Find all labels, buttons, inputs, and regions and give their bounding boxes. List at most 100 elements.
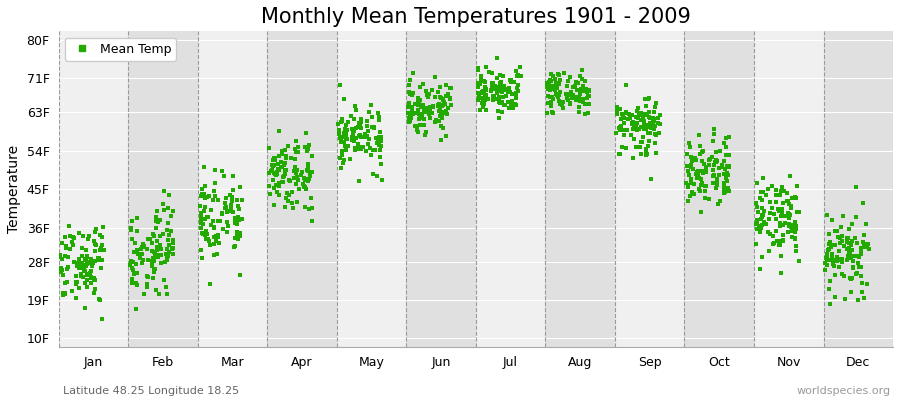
Point	[275, 174, 290, 180]
Point	[471, 83, 485, 90]
Point	[575, 83, 590, 89]
Point	[154, 246, 168, 253]
Point	[280, 190, 294, 196]
Point	[231, 206, 246, 212]
Point	[478, 78, 492, 85]
Point	[147, 266, 161, 272]
Point	[367, 125, 382, 131]
Point	[479, 86, 493, 92]
Point	[404, 115, 419, 122]
Point	[718, 189, 733, 195]
Point	[287, 175, 302, 182]
Point	[634, 150, 648, 157]
Point	[148, 225, 163, 231]
Point	[612, 125, 626, 132]
Point	[374, 134, 388, 141]
Point	[283, 178, 297, 184]
Point	[418, 129, 433, 136]
Point	[194, 254, 209, 261]
Point	[337, 157, 351, 164]
Point	[789, 226, 804, 233]
Point	[403, 118, 418, 124]
Point	[338, 131, 353, 138]
Legend: Mean Temp: Mean Temp	[65, 38, 176, 60]
Point	[842, 274, 857, 281]
Point	[642, 124, 656, 130]
Point	[166, 251, 180, 257]
Point	[228, 220, 242, 227]
Text: worldspecies.org: worldspecies.org	[796, 386, 891, 396]
Point	[772, 208, 787, 214]
Point	[420, 93, 435, 100]
Point	[411, 95, 426, 102]
Bar	[267, 31, 337, 347]
Point	[855, 280, 869, 286]
Point	[504, 79, 518, 85]
Point	[833, 256, 848, 262]
Point	[616, 115, 631, 121]
Point	[436, 97, 450, 103]
Point	[757, 208, 771, 214]
Point	[125, 280, 140, 286]
Point	[772, 192, 787, 198]
Point	[229, 218, 243, 225]
Point	[287, 164, 302, 170]
Point	[55, 267, 69, 273]
Point	[750, 216, 764, 223]
Point	[410, 123, 424, 129]
Point	[682, 193, 697, 199]
Point	[722, 164, 736, 170]
Point	[834, 233, 849, 239]
Point	[756, 211, 770, 218]
Point	[419, 106, 434, 112]
Point	[504, 91, 518, 97]
Point	[474, 74, 489, 81]
Point	[279, 155, 293, 161]
Point	[477, 90, 491, 96]
Point	[274, 151, 289, 157]
Point	[208, 167, 222, 173]
Point	[680, 198, 695, 204]
Point	[642, 108, 656, 115]
Point	[302, 142, 317, 148]
Point	[634, 112, 648, 118]
Point	[577, 88, 591, 94]
Point	[565, 95, 580, 101]
Point	[161, 237, 176, 243]
Point	[818, 260, 832, 266]
Point	[709, 157, 724, 163]
Point	[576, 96, 590, 103]
Point	[749, 200, 763, 207]
Point	[210, 251, 224, 257]
Point	[475, 102, 490, 109]
Point	[495, 98, 509, 105]
Point	[94, 241, 109, 248]
Point	[220, 218, 234, 225]
Point	[715, 162, 729, 168]
Point	[849, 214, 863, 220]
Point	[430, 103, 445, 109]
Point	[616, 113, 630, 120]
Point	[500, 89, 515, 96]
Point	[416, 102, 430, 108]
Point	[202, 281, 217, 288]
Point	[637, 126, 652, 132]
Point	[775, 238, 789, 244]
Point	[145, 263, 159, 269]
Point	[609, 104, 624, 110]
Point	[503, 76, 517, 83]
Point	[543, 77, 557, 84]
Point	[566, 91, 580, 98]
Point	[573, 97, 588, 104]
Point	[74, 261, 88, 267]
Point	[822, 246, 836, 252]
Point	[158, 258, 172, 265]
Point	[426, 102, 440, 109]
Point	[832, 248, 847, 255]
Point	[575, 87, 590, 93]
Point	[750, 220, 764, 227]
Point	[304, 204, 319, 211]
Point	[552, 80, 566, 86]
Point	[368, 135, 382, 141]
Point	[498, 102, 512, 108]
